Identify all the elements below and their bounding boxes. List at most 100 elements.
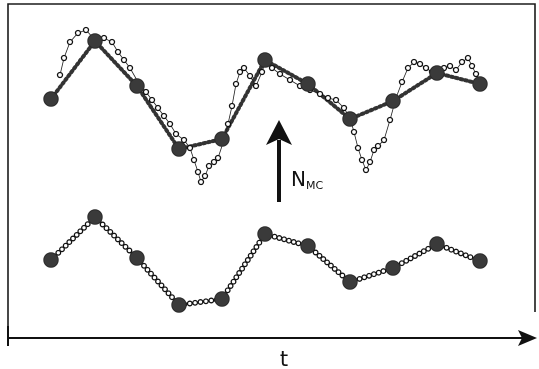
bottom-fine-point bbox=[227, 283, 234, 289]
top-fine-point bbox=[214, 154, 222, 162]
bottom-fine-point bbox=[236, 270, 243, 276]
bottom-fine-point bbox=[208, 297, 215, 304]
plot-frame bbox=[7, 3, 536, 338]
top-fine-point bbox=[190, 156, 198, 164]
bottom-fine-point bbox=[151, 274, 158, 281]
bottom-fine-point bbox=[448, 246, 455, 253]
top-fine-point bbox=[452, 66, 460, 74]
top-fine-point bbox=[380, 136, 388, 144]
bottom-fine-point bbox=[107, 228, 114, 235]
bottom-fine-point bbox=[230, 278, 237, 285]
top-fine-point bbox=[60, 54, 68, 62]
bottom-fine-point bbox=[197, 299, 204, 305]
nmc-label: NMC bbox=[291, 167, 323, 192]
bottom-fine-point bbox=[250, 248, 257, 255]
bottom-fine-point bbox=[320, 256, 327, 263]
top-fine-point bbox=[166, 120, 174, 128]
bottom-fine-point bbox=[403, 257, 410, 264]
bottom-coarse-point bbox=[385, 260, 401, 276]
top-fine-point bbox=[246, 72, 254, 80]
top-coarse-point bbox=[257, 52, 273, 68]
bottom-fine-point bbox=[271, 233, 278, 240]
bottom-fine-point bbox=[84, 221, 91, 228]
top-fine-point bbox=[404, 64, 412, 72]
bottom-fine-point bbox=[398, 260, 405, 267]
bottom-fine-point bbox=[253, 244, 260, 250]
bottom-fine-point bbox=[356, 275, 363, 282]
top-fine-point bbox=[180, 136, 188, 144]
bottom-fine-point bbox=[202, 298, 209, 305]
top-fine-point bbox=[268, 64, 276, 72]
top-fine-point bbox=[108, 38, 116, 46]
top-fine-point bbox=[472, 70, 480, 78]
bottom-fine-point bbox=[443, 244, 450, 251]
bottom-coarse-point bbox=[129, 250, 145, 266]
top-fine-point bbox=[332, 96, 340, 104]
top-coarse-point bbox=[385, 93, 401, 109]
bottom-fine-point bbox=[327, 262, 334, 269]
bottom-fine-point bbox=[375, 269, 382, 276]
top-fine-point bbox=[186, 144, 194, 152]
bottom-fine-point bbox=[192, 299, 199, 306]
bottom-fine-point bbox=[331, 265, 338, 272]
bottom-fine-point bbox=[118, 240, 125, 247]
bottom-fine-point bbox=[247, 252, 254, 259]
bottom-fine-point bbox=[281, 236, 288, 243]
bottom-fine-point bbox=[416, 250, 423, 257]
top-fine-point bbox=[276, 70, 284, 78]
top-fine-point bbox=[468, 62, 476, 70]
top-fine-point bbox=[236, 68, 244, 76]
bottom-fine-point bbox=[144, 266, 151, 273]
bottom-fine-point bbox=[241, 261, 248, 268]
top-fine-point bbox=[252, 82, 260, 90]
bottom-fine-point bbox=[366, 272, 373, 279]
bottom-fine-point bbox=[380, 268, 387, 275]
bottom-coarse-point bbox=[214, 291, 230, 307]
bottom-fine-point bbox=[233, 274, 240, 281]
top-fine-point bbox=[340, 104, 348, 112]
top-coarse-point bbox=[472, 76, 488, 92]
top-fine-point bbox=[458, 58, 466, 66]
nmc-arrowhead bbox=[266, 120, 292, 145]
top-fine-point bbox=[172, 130, 180, 138]
top-fine-point bbox=[464, 54, 472, 62]
top-fine-point bbox=[120, 56, 128, 64]
bottom-fine-point bbox=[77, 228, 84, 235]
top-coarse-point bbox=[43, 91, 59, 107]
bottom-fine-point bbox=[335, 269, 342, 276]
time-axis-arrowhead bbox=[518, 330, 537, 346]
top-fine-point bbox=[324, 94, 332, 102]
bottom-fine-point bbox=[122, 243, 129, 250]
bottom-fine-point bbox=[103, 225, 110, 232]
top-fine-point bbox=[258, 68, 266, 76]
bottom-fine-point bbox=[165, 290, 172, 297]
top-fine-point bbox=[56, 71, 64, 79]
bottom-coarse-point bbox=[87, 209, 103, 225]
top-fine-point bbox=[416, 60, 424, 68]
bottom-fine-point bbox=[285, 237, 292, 244]
bottom-fine-point bbox=[66, 239, 73, 246]
top-fine-point bbox=[210, 158, 218, 166]
top-coarse-point bbox=[129, 78, 145, 94]
bottom-fine-point bbox=[158, 282, 165, 289]
bottom-fine-point bbox=[81, 224, 87, 231]
top-fine-point bbox=[205, 162, 213, 170]
bottom-fine-point bbox=[412, 253, 418, 259]
bottom-fine-point bbox=[407, 255, 414, 262]
top-fine-point bbox=[232, 80, 240, 88]
top-coarse-point bbox=[342, 111, 358, 127]
top-fine-point bbox=[194, 168, 202, 176]
bottom-fine-point bbox=[420, 248, 427, 255]
bottom-fine-point bbox=[126, 247, 133, 254]
bottom-fine-point bbox=[256, 239, 263, 246]
bottom-coarse-point bbox=[257, 226, 273, 242]
bottom-fine-point bbox=[55, 249, 62, 256]
bottom-fine-point bbox=[148, 270, 154, 277]
top-fine-point bbox=[362, 166, 370, 174]
top-coarse-point bbox=[171, 141, 187, 157]
bottom-fine-point bbox=[425, 245, 432, 252]
bottom-fine-point bbox=[141, 262, 147, 269]
top-fine-point bbox=[286, 76, 294, 84]
top-fine-point bbox=[126, 64, 134, 72]
